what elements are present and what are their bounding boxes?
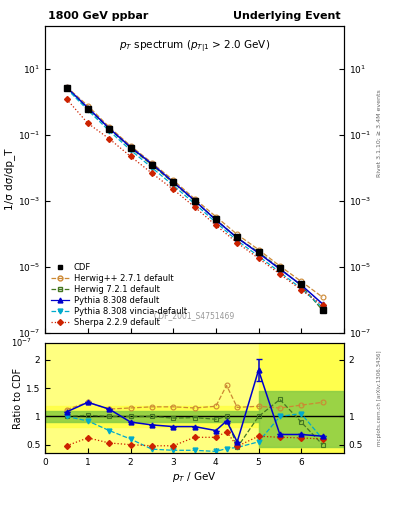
Text: 1800 GeV ppbar: 1800 GeV ppbar <box>48 11 149 21</box>
Text: CDF_2001_S4751469: CDF_2001_S4751469 <box>154 311 235 321</box>
Y-axis label: Ratio to CDF: Ratio to CDF <box>13 368 23 429</box>
Text: Rivet 3.1.10; ≥ 3.4M events: Rivet 3.1.10; ≥ 3.4M events <box>377 89 382 177</box>
Text: Underlying Event: Underlying Event <box>233 11 341 21</box>
Text: $10^{-7}$: $10^{-7}$ <box>11 337 32 349</box>
Text: mcplots.cern.ch [arXiv:1306.3436]: mcplots.cern.ch [arXiv:1306.3436] <box>377 350 382 446</box>
Y-axis label: 1/σ dσ/dp_T: 1/σ dσ/dp_T <box>4 148 15 210</box>
Text: $p_T$ spectrum ($p_{T|1}$ > 2.0 GeV): $p_T$ spectrum ($p_{T|1}$ > 2.0 GeV) <box>119 38 270 54</box>
X-axis label: $p_T$ / GeV: $p_T$ / GeV <box>172 470 217 484</box>
Legend: CDF, Herwig++ 2.7.1 default, Herwig 7.2.1 default, Pythia 8.308 default, Pythia : CDF, Herwig++ 2.7.1 default, Herwig 7.2.… <box>50 261 188 329</box>
